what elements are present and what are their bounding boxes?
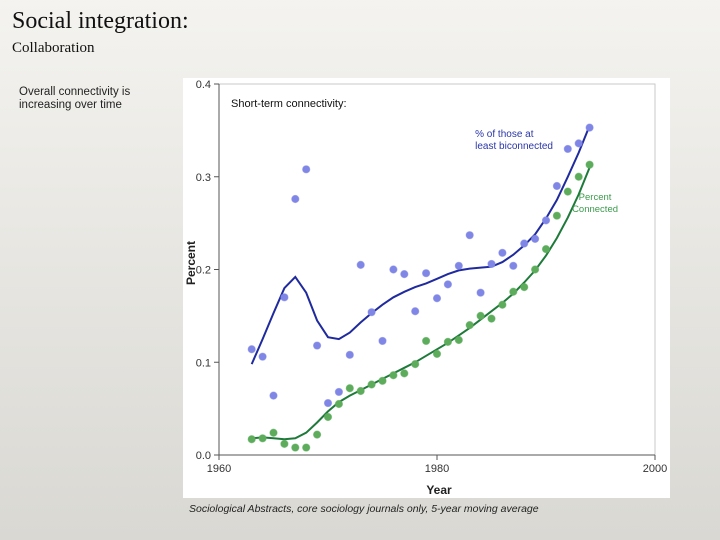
y-tick-label: 0.3: [196, 172, 211, 184]
series-connected-point: [323, 412, 333, 422]
series-biconnected-point: [443, 280, 452, 289]
connectivity-chart: Short-term connectivity: Percent Year 0.…: [184, 79, 667, 497]
series-biconnected-point: [280, 293, 289, 302]
series-connected-point: [509, 287, 518, 296]
series-connected-point: [280, 439, 289, 448]
series-connected-point: [476, 311, 485, 320]
chart-panel: Short-term connectivity: Percent Year 0.…: [183, 78, 670, 498]
series-biconnected-smooth-line: [250, 125, 591, 365]
series-biconnected-point: [432, 294, 442, 303]
series-biconnected-point: [389, 265, 398, 274]
series-connected-point: [389, 371, 398, 380]
series-connected-point: [258, 434, 267, 443]
series-connected-point: [411, 360, 420, 369]
series-connected-point: [356, 386, 365, 396]
series-biconnected-point: [531, 234, 540, 243]
series-connected-point: [302, 443, 311, 452]
chart-title: Short-term connectivity:: [231, 98, 347, 110]
series-connected-point: [454, 335, 463, 345]
series-connected-point: [520, 283, 529, 292]
series-biconnected-point: [356, 260, 365, 269]
series-biconnected-point: [465, 231, 474, 240]
y-axis-label: Percent: [184, 241, 198, 285]
series-connected-point: [378, 376, 387, 385]
series-biconnected-label: % of those at: [475, 129, 534, 140]
source-caption: Sociological Abstracts, core sociology j…: [189, 503, 539, 515]
y-tick-label: 0.0: [196, 450, 211, 462]
x-axis-label: Year: [426, 483, 452, 497]
series-connected-label: Connected: [572, 204, 618, 215]
series-biconnected-point: [400, 270, 409, 279]
series-connected-point: [291, 443, 300, 452]
series-biconnected-point: [258, 352, 267, 361]
series-biconnected-point: [476, 288, 485, 297]
series-biconnected-point: [498, 248, 507, 257]
series-biconnected-point: [247, 345, 256, 354]
series-connected-point: [247, 435, 256, 444]
series-connected-point: [487, 314, 496, 323]
series-biconnected-point: [367, 308, 376, 317]
series-biconnected-point: [509, 261, 518, 270]
series-connected-point: [334, 399, 343, 409]
y-tick-label: 0.4: [196, 79, 211, 91]
series-connected-smooth-line: [251, 167, 591, 441]
series-biconnected-point: [302, 165, 311, 174]
series-biconnected-point: [454, 261, 463, 270]
series-connected-point: [345, 384, 354, 393]
series-biconnected-point: [552, 181, 561, 191]
series-biconnected-point: [487, 259, 496, 269]
x-tick-label: 1980: [425, 463, 449, 475]
series-connected-point: [400, 369, 409, 378]
series-biconnected-point: [291, 194, 300, 204]
series-connected-point: [422, 336, 431, 346]
series-biconnected-point: [269, 391, 278, 400]
series-connected-point: [585, 160, 594, 169]
series-connected-point: [465, 321, 474, 330]
series-connected-point: [313, 430, 322, 439]
plot-frame: [218, 83, 656, 456]
series-connected-point: [269, 428, 278, 437]
slide-subtitle: Collaboration: [12, 40, 95, 56]
series-connected-point: [574, 172, 583, 181]
series-biconnected-point: [323, 398, 333, 408]
series-biconnected-point: [541, 216, 551, 225]
series-biconnected-point: [422, 269, 431, 278]
slide-title: Social integration:: [12, 8, 189, 34]
side-note: Overall connectivity is increasing over …: [19, 86, 131, 111]
series-connected-point: [367, 380, 376, 389]
y-tick-label: 0.2: [196, 265, 211, 277]
series-biconnected-point: [563, 144, 572, 154]
series-connected-point: [563, 187, 572, 196]
x-tick-label: 1960: [207, 463, 231, 475]
series-biconnected-point: [345, 350, 354, 359]
series-connected-point: [432, 349, 442, 359]
series-biconnected-point: [334, 387, 343, 397]
series-connected-point: [443, 337, 452, 346]
series-biconnected-point: [520, 239, 529, 248]
series-biconnected-point: [585, 123, 594, 132]
series-biconnected-point: [411, 307, 420, 316]
series-biconnected-point: [313, 341, 322, 350]
series-biconnected-label: least biconnected: [475, 141, 553, 152]
x-tick-label: 2000: [643, 463, 667, 475]
y-tick-label: 0.1: [196, 357, 211, 369]
series-connected-point: [531, 265, 540, 274]
series-connected-point: [541, 244, 551, 254]
series-connected-point: [552, 211, 561, 220]
series-connected-label: Percent: [579, 192, 612, 203]
series-connected-point: [498, 300, 507, 309]
series-biconnected-point: [378, 336, 387, 346]
series-biconnected-point: [574, 139, 583, 148]
